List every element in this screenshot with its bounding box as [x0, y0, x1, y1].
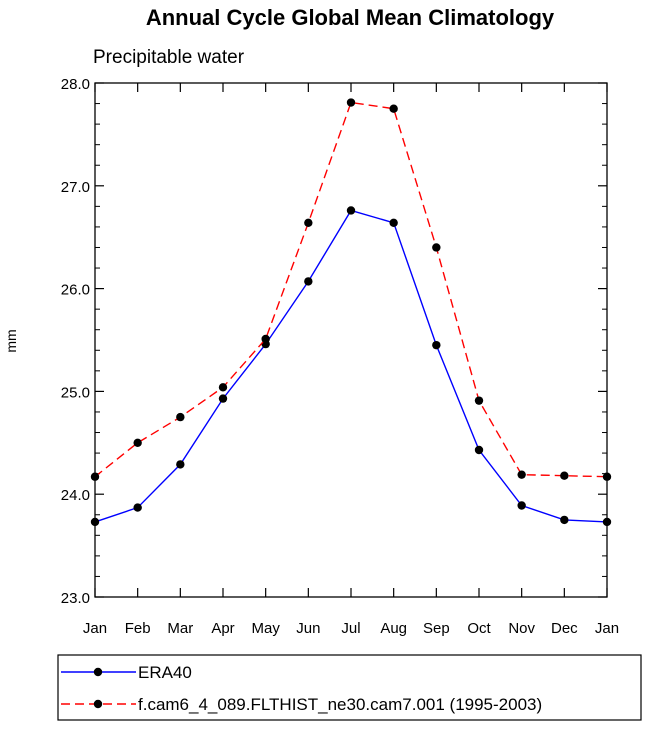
y-tick-label: 23.0	[61, 590, 90, 607]
chart-subtitle: Precipitable water	[93, 47, 245, 68]
series-1-point	[176, 460, 185, 469]
x-tick-label: May	[251, 620, 280, 637]
series-1-point	[346, 206, 356, 215]
series-2-point	[261, 334, 270, 344]
series-1-point	[304, 277, 313, 286]
x-tick-label: Dec	[551, 620, 578, 637]
x-tick-label: Apr	[211, 620, 234, 637]
series-1-point	[432, 340, 441, 350]
series-layer	[90, 98, 612, 527]
y-tick-label: 24.0	[61, 487, 90, 504]
axis-ticks: Jan Feb Mar Apr May Jun Jul Aug Sep Oct Nov Dec Jan 2…	[61, 76, 619, 637]
x-tick-label: Aug	[380, 620, 407, 637]
series-2-point	[517, 470, 526, 479]
y-tick-label: 25.0	[61, 384, 90, 401]
x-tick-label: Sep	[423, 620, 450, 637]
legend-marker-2	[93, 699, 103, 709]
series-line-2	[94, 101, 608, 478]
x-tick-label: Nov	[508, 620, 535, 637]
x-tick-label: Jan	[595, 620, 619, 637]
series-1-point	[389, 218, 398, 228]
legend: ERA40 f.cam6_4_089.FLTHIST_ne30.cam7.001 …	[57, 654, 642, 721]
x-tick-label: Jul	[341, 620, 360, 637]
y-axis-label: mm	[3, 329, 19, 352]
chart-title: Annual Cycle Global Mean Climatology	[146, 5, 555, 30]
series-1-point	[517, 501, 526, 510]
x-tick-label: Jan	[83, 620, 107, 637]
series-1-point	[90, 517, 100, 527]
series-2-point	[389, 104, 398, 113]
series-2-point	[304, 218, 313, 228]
series-2-point	[560, 471, 569, 480]
legend-box	[57, 654, 642, 721]
series-1-point	[133, 503, 142, 512]
plot-frame	[94, 82, 608, 598]
series-2-point	[474, 396, 484, 405]
legend-marker-1	[93, 667, 103, 677]
x-tick-label: Feb	[125, 620, 151, 637]
x-tick-label: Jun	[296, 620, 320, 637]
y-tick-label: 27.0	[61, 179, 90, 196]
series-1-point	[474, 445, 484, 455]
series-1-point	[602, 517, 612, 527]
x-tick-label: Mar	[167, 620, 193, 637]
series-2-point	[133, 438, 142, 447]
y-tick-label: 26.0	[61, 282, 90, 299]
series-1-point	[218, 394, 228, 403]
x-tick-label: Oct	[467, 620, 491, 637]
y-tick-label: 28.0	[61, 76, 90, 93]
series-2-point	[90, 472, 100, 481]
series-2-point	[218, 383, 228, 392]
series-2-point	[432, 243, 441, 252]
series-2-point	[602, 472, 612, 481]
legend-label-1: ERA40	[138, 663, 192, 682]
series-2-point	[346, 98, 356, 107]
series-2-point	[176, 412, 185, 422]
series-1-point	[560, 515, 569, 525]
legend-label-2: f.cam6_4_089.FLTHIST_ne30.cam7.001 (1995…	[138, 695, 542, 714]
